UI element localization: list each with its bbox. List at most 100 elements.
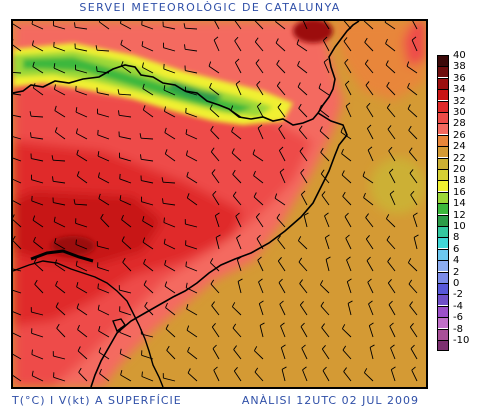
analysis-caption: ANÀLISI 12UTC 02 JUL 2009 xyxy=(241,394,419,407)
wind-barb xyxy=(278,150,286,162)
wind-barb-flag xyxy=(277,256,282,262)
wind-barb xyxy=(363,197,374,206)
wind-barb-flag xyxy=(406,61,410,67)
wind-barb-flag xyxy=(255,59,260,64)
legend-swatch xyxy=(437,123,449,135)
legend-swatch xyxy=(437,77,449,89)
wind-barb-flag xyxy=(235,212,240,217)
wind-barb xyxy=(275,21,286,30)
wind-barb-flag xyxy=(387,278,392,284)
wind-barb xyxy=(388,172,396,184)
variable-caption: T(°C) I V(kt) A SUPERFÍCIE xyxy=(12,394,182,407)
wind-barb-flag xyxy=(164,127,167,133)
wind-barb xyxy=(184,27,198,30)
wind-barb xyxy=(142,220,154,228)
wind-barb xyxy=(232,174,242,184)
wind-barb xyxy=(341,153,352,162)
wind-barb-flag xyxy=(232,169,236,175)
wind-barb xyxy=(210,283,220,294)
wind-barb-flag xyxy=(187,346,190,352)
wind-barb xyxy=(54,263,66,272)
wind-barb-flag xyxy=(100,213,104,219)
wind-barb-flag xyxy=(212,344,217,349)
wind-barb xyxy=(234,62,242,74)
wind-barb-flag xyxy=(385,38,388,44)
wind-barb-flag xyxy=(384,21,386,23)
wind-barb xyxy=(210,262,220,272)
wind-barb xyxy=(279,304,286,316)
wind-barb-flag xyxy=(276,59,280,65)
wind-barb xyxy=(390,347,396,360)
wind-barb xyxy=(142,66,154,74)
wind-barb xyxy=(278,282,286,294)
wind-barb xyxy=(300,326,308,338)
wind-barb xyxy=(100,218,110,228)
wind-barb-flag xyxy=(323,58,329,63)
wind-barb-flag xyxy=(409,169,414,174)
legend-label: 0 xyxy=(453,278,460,289)
coastline xyxy=(13,21,360,126)
wind-barb-flag xyxy=(53,216,56,222)
wind-barb xyxy=(387,282,396,294)
wind-barb xyxy=(187,351,198,360)
legend-label: 12 xyxy=(453,209,466,221)
wind-barb-flag xyxy=(74,22,76,28)
wind-barb xyxy=(299,283,308,294)
wind-barb-flag xyxy=(341,148,344,154)
wind-barb xyxy=(13,268,22,272)
wind-barb-flag xyxy=(13,235,16,241)
wind-barb xyxy=(345,105,352,118)
wind-barb xyxy=(141,354,154,360)
wind-barb-flag xyxy=(98,326,101,332)
wind-barb xyxy=(366,260,374,272)
wind-barb xyxy=(296,43,308,52)
wind-barb-flag xyxy=(252,149,256,155)
wind-barb-flag xyxy=(51,155,54,161)
wind-barb xyxy=(33,241,44,250)
wind-barb xyxy=(97,245,110,250)
wind-barb-flag xyxy=(298,125,303,131)
wind-barb xyxy=(98,330,110,338)
wind-barb-flag xyxy=(299,147,304,152)
wind-barb xyxy=(120,22,132,30)
wind-barb xyxy=(258,303,264,316)
wind-barb-flag xyxy=(186,325,190,331)
wind-barb-flag xyxy=(386,103,391,109)
wind-barb-flag xyxy=(345,234,350,239)
wind-barb-flag xyxy=(276,213,281,219)
wind-barb xyxy=(303,215,308,228)
legend-label: 20 xyxy=(453,164,466,175)
wind-barb xyxy=(408,283,418,294)
wind-barb xyxy=(185,244,198,250)
wind-barb-flag xyxy=(142,83,145,89)
wind-barb xyxy=(164,264,176,272)
wind-barb-flag xyxy=(33,258,37,264)
legend-label: 24 xyxy=(453,141,466,153)
wind-barb xyxy=(320,284,330,294)
wind-barb xyxy=(98,176,110,184)
wind-barb xyxy=(53,376,66,382)
wind-barb xyxy=(74,203,88,206)
temperature-wind-map xyxy=(11,19,428,389)
wind-barb xyxy=(119,332,132,338)
wind-barb xyxy=(343,41,352,52)
wind-barb xyxy=(53,46,66,52)
wind-barb xyxy=(13,200,22,206)
wind-barb-flag xyxy=(118,110,120,116)
wind-barb-flag xyxy=(281,366,287,370)
wind-barb-flag xyxy=(209,104,213,110)
wind-barb xyxy=(342,196,352,206)
wind-barb-flag xyxy=(33,236,36,242)
wind-barb-flag xyxy=(255,212,260,218)
wind-barb-flag xyxy=(391,366,396,370)
wind-barb-flag xyxy=(345,80,350,85)
wind-barb-flag xyxy=(319,104,322,110)
map-title: SERVEI METEOROLÒGIC DE CATALUNYA xyxy=(79,1,341,14)
wind-barb xyxy=(98,309,110,316)
wind-barb xyxy=(231,131,242,140)
wind-barb xyxy=(13,240,22,250)
legend-swatch xyxy=(437,226,449,237)
wind-barb xyxy=(409,173,418,184)
wind-barb xyxy=(185,266,198,272)
wind-barb xyxy=(235,216,242,228)
